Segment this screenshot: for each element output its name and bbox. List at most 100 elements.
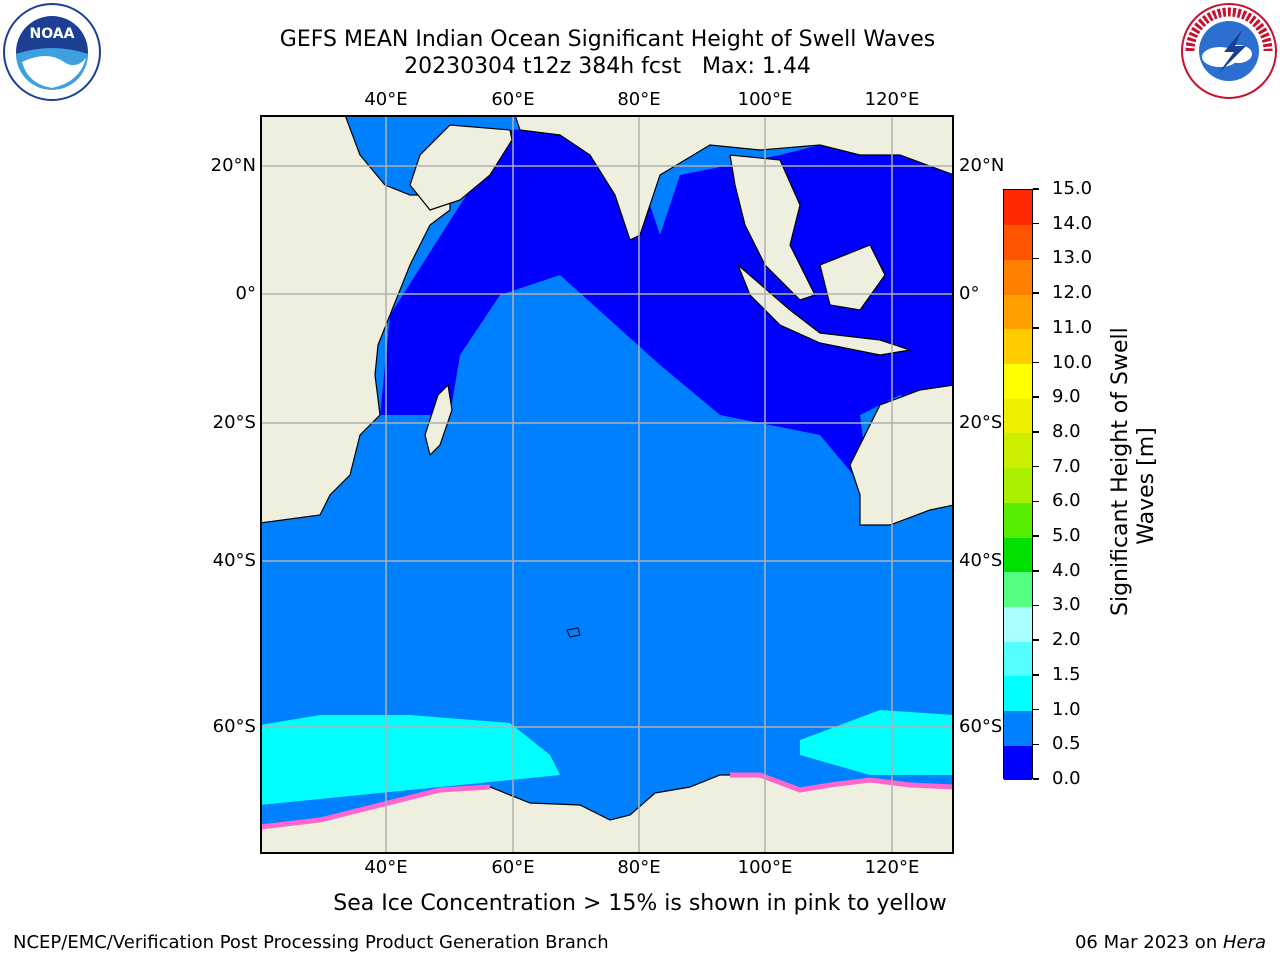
colorbar-tick [1033, 535, 1039, 537]
lon-tick-bottom-40e: 40°E [364, 857, 408, 878]
footer-date-text: 06 Mar 2023 on [1074, 932, 1223, 953]
lon-tick-top-120e: 120°E [864, 89, 920, 110]
lat-tick-left-20n: 20°N [210, 155, 256, 176]
colorbar-label: 5.0 [1052, 525, 1081, 547]
lon-tick-top-100e: 100°E [737, 89, 793, 110]
footer-host: Hera [1222, 932, 1266, 953]
madagascar-landmass [424, 383, 453, 457]
colorbar-tick [1033, 570, 1039, 572]
colorbar-label: 13.0 [1052, 247, 1093, 269]
map-frame [260, 115, 954, 854]
colorbar-swatch [1004, 675, 1032, 712]
colorbar-swatch [1004, 571, 1032, 607]
colorbar-tick [1033, 292, 1039, 294]
colorbar-swatch [1004, 467, 1032, 503]
lon-tick-bottom-60e: 60°E [491, 857, 535, 878]
colorbar-swatch [1004, 363, 1032, 399]
colorbar-label: 0.5 [1052, 733, 1081, 755]
colorbar-label: 7.0 [1052, 455, 1081, 477]
colorbar-tick [1033, 431, 1039, 433]
sea-ice-edge-west [260, 784, 491, 830]
colorbar-label: 12.0 [1052, 282, 1093, 304]
lat-tick-right-0: 0° [959, 283, 980, 304]
colorbar-tick [1033, 465, 1039, 468]
colorbar-tick [1033, 604, 1039, 607]
colorbar-swatch [1004, 641, 1032, 677]
colorbar-label: 8.0 [1052, 420, 1081, 442]
colorbar-tick [1033, 188, 1039, 190]
colorbar-swatch [1004, 606, 1032, 642]
sea-ice-caption: Sea Ice Concentration > 15% is shown in … [333, 891, 947, 916]
colorbar-label: 0.0 [1052, 768, 1081, 789]
colorbar-tick [1033, 396, 1039, 398]
colorbar-title-line1: Significant Height of Swell [1108, 327, 1133, 616]
lon-tick-top-80e: 80°E [617, 89, 661, 110]
colorbar-label: 3.0 [1052, 594, 1081, 616]
swell-height-map [260, 115, 954, 854]
colorbar-label: 9.0 [1052, 386, 1081, 408]
high-swell-region-west [260, 715, 560, 805]
lat-tick-left-60s: 60°S [212, 716, 256, 737]
noaa-logo-text: NOAA [30, 26, 75, 42]
colorbar-swatch [1004, 328, 1032, 365]
low-swell-region [380, 115, 954, 495]
lat-tick-left-20s: 20°S [212, 412, 256, 433]
colorbar-tick [1033, 708, 1039, 711]
colorbar-label: 15.0 [1052, 178, 1093, 199]
indochina-landmass [729, 154, 816, 301]
lon-tick-bottom-80e: 80°E [617, 857, 661, 878]
colorbar-tick [1033, 639, 1039, 641]
colorbar-label: 14.0 [1052, 212, 1093, 234]
arabia-landmass [409, 124, 513, 211]
colorbar-swatch [1004, 398, 1032, 434]
map-gridlines [260, 115, 954, 854]
colorbar-label: 1.5 [1052, 663, 1081, 685]
colorbar-tick [1033, 778, 1039, 780]
lat-tick-right-60s: 60°S [959, 716, 1003, 737]
colorbar-tick [1033, 327, 1039, 329]
colorbar-label: 10.0 [1052, 351, 1093, 373]
colorbar-swatch [1004, 259, 1032, 295]
footer-credit: NCEP/EMC/Verification Post Processing Pr… [13, 932, 609, 953]
colorbar-swatch [1004, 710, 1032, 746]
colorbar-title: Significant Height of Swell Waves [m] [1108, 327, 1160, 616]
colorbar-label: 4.0 [1052, 559, 1081, 581]
colorbar-tick [1033, 743, 1039, 746]
colorbar-swatch [1004, 432, 1032, 469]
kerguelen-island [566, 627, 581, 638]
colorbar [1003, 189, 1033, 781]
lon-tick-bottom-120e: 120°E [864, 857, 920, 878]
colorbar-swatch [1004, 224, 1032, 260]
colorbar-swatch [1004, 537, 1032, 573]
lat-tick-right-20s: 20°S [959, 412, 1003, 433]
colorbar-tick [1033, 222, 1039, 225]
map-title: GEFS MEAN Indian Ocean Significant Heigh… [279, 27, 936, 52]
colorbar-label: 11.0 [1052, 316, 1093, 338]
colorbar-title-line2: Waves [m] [1134, 427, 1159, 545]
asia-landmass [514, 115, 954, 241]
colorbar-tick [1033, 674, 1039, 676]
colorbar-label: 6.0 [1052, 490, 1081, 512]
footer-date: 06 Mar 2023 on Hera [1075, 932, 1266, 954]
colorbar-swatch [1004, 190, 1032, 226]
colorbar-tick [1033, 257, 1039, 260]
australia-landmass [849, 384, 954, 526]
lat-tick-left-0: 0° [235, 283, 256, 304]
map-subtitle: 20230304 t12z 384h fcst Max: 1.44 [404, 54, 811, 79]
nws-logo [1181, 3, 1277, 99]
colorbar-swatch [1004, 502, 1032, 538]
colorbar-tick [1033, 500, 1039, 503]
colorbar-swatch [1004, 294, 1032, 330]
lat-tick-right-20n: 20°N [959, 155, 1005, 176]
lon-tick-bottom-100e: 100°E [737, 857, 793, 878]
lon-tick-top-60e: 60°E [491, 89, 535, 110]
noaa-logo: NOAA [3, 3, 101, 101]
africa-landmass [260, 115, 451, 524]
colorbar-label: 2.0 [1052, 629, 1081, 651]
colorbar-label: 1.0 [1052, 698, 1081, 720]
colorbar-tick [1033, 361, 1039, 364]
lat-tick-right-40s: 40°S [959, 550, 1003, 571]
lat-tick-left-40s: 40°S [212, 550, 256, 571]
lon-tick-top-40e: 40°E [364, 89, 408, 110]
colorbar-swatch [1004, 745, 1032, 781]
